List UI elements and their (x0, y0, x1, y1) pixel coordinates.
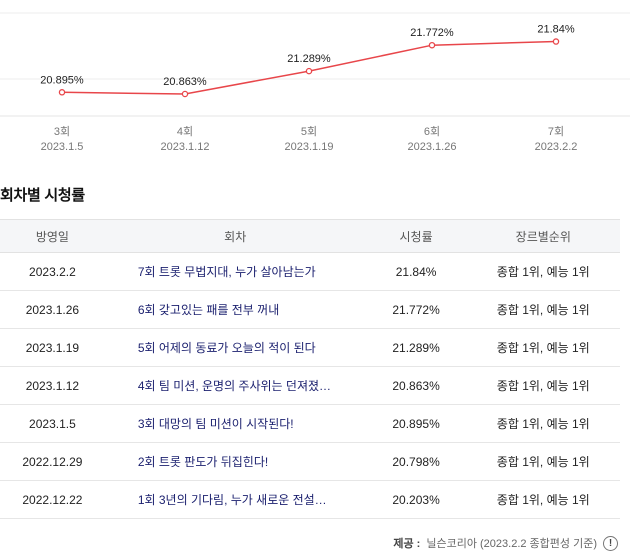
data-label: 21.84% (537, 24, 575, 36)
data-label: 20.895% (40, 74, 84, 86)
section-title: 회차별 시청률 (0, 187, 85, 204)
data-label: 21.289% (287, 53, 331, 65)
data-point[interactable] (58, 89, 66, 96)
row-episode-title-link[interactable]: 5회 어제의 동료가 오늘의 적이 된다 (137, 341, 316, 355)
x-tick-episode: 6회 (424, 125, 440, 138)
row-genre-rank: 종합 1위, 예능 1위 (466, 252, 620, 291)
info-icon[interactable]: ! (603, 535, 618, 551)
chart-svg: 20.895% 3회 2023.1.5 20.863% 4회 2023.1.12 21.28… (0, 12, 630, 153)
table-row: 2023.1.5 3회 대망의 팀 미션이 시작된다! 20.895% 종합 1위, … (0, 404, 620, 443)
row-rating: 21.84% (365, 252, 467, 291)
series-line (61, 40, 557, 95)
cell-title: 3회 대망의 팀 미션이 시작된다! (104, 404, 366, 443)
row-episode-title-link[interactable]: 2회 트롯 판도가 뒤집힌다! (137, 455, 269, 469)
row-date: 2023.1.26 (0, 290, 105, 329)
cell-title: 1회 3년의 기다림, 누가 새로운 전설… (104, 480, 366, 519)
x-tick-date: 2023.1.26 (408, 141, 457, 153)
table-row: 2022.12.22 1회 3년의 기다림, 누가 새로운 전설… 20.203% 종… (0, 480, 620, 519)
data-label: 21.772% (410, 27, 454, 39)
data-point[interactable] (552, 38, 560, 45)
row-genre-rank: 종합 1위, 예능 1위 (466, 290, 620, 329)
x-tick-episode: 5회 (301, 125, 317, 138)
data-label: 20.863% (163, 76, 207, 88)
row-episode-title-link[interactable]: 4회 팀 미션, 운명의 주사위는 던져졌… (137, 379, 332, 393)
row-genre-rank: 종합 1위, 예능 1위 (466, 404, 620, 443)
row-rating: 20.798% (365, 442, 467, 481)
x-tick-episode: 7회 (548, 125, 564, 138)
table-row: 2023.1.12 4회 팀 미션, 운명의 주사위는 던져졌… 20.863% 종합… (0, 366, 620, 405)
row-rating: 20.895% (365, 404, 467, 443)
cell-title: 7회 트롯 무법지대, 누가 살아남는가 (104, 252, 366, 291)
row-rating: 20.203% (365, 480, 467, 519)
data-point[interactable] (305, 67, 313, 75)
table-row: 2023.1.26 6회 갖고있는 패를 전부 꺼내 21.772% 종합 1위, 예… (0, 290, 620, 329)
row-genre-rank: 종합 1위, 예능 1위 (466, 480, 620, 519)
data-source-footer: 제공 : 닐슨코리아 (2023.2.2 종합편성 기준) ! (393, 535, 618, 551)
table-row: 2023.1.19 5회 어제의 동료가 오늘의 적이 된다 21.289% 종합 1… (0, 328, 620, 367)
row-date: 2022.12.29 (0, 442, 105, 481)
row-episode-title-link[interactable]: 6회 갖고있는 패를 전부 꺼내 (137, 303, 280, 317)
cell-title: 4회 팀 미션, 운명의 주사위는 던져졌… (104, 366, 366, 405)
header-date: 방영일 (0, 219, 105, 253)
row-rating: 21.289% (365, 328, 467, 367)
cell-title: 6회 갖고있는 패를 전부 꺼내 (104, 290, 366, 329)
data-point[interactable] (428, 41, 436, 49)
row-rating: 20.863% (365, 366, 467, 405)
row-genre-rank: 종합 1위, 예능 1위 (466, 366, 620, 405)
row-episode-title-link[interactable]: 3회 대망의 팀 미션이 시작된다! (137, 417, 294, 431)
row-rating: 21.772% (365, 290, 467, 329)
row-genre-rank: 종합 1위, 예능 1위 (466, 328, 620, 367)
x-tick-date: 2023.1.5 (41, 141, 84, 153)
row-date: 2023.2.2 (0, 252, 105, 291)
header-rating: 시청률 (365, 219, 467, 253)
row-date: 2023.1.12 (0, 366, 105, 405)
row-episode-title-link[interactable]: 1회 3년의 기다림, 누가 새로운 전설… (137, 493, 327, 507)
x-tick-date: 2023.1.12 (161, 141, 210, 153)
cell-title: 2회 트롯 판도가 뒤집힌다! (104, 442, 366, 481)
x-tick-episode: 4회 (177, 125, 193, 138)
table-header-row: 방영일 회차 시청률 장르별순위 (0, 219, 620, 253)
row-genre-rank: 종합 1위, 예능 1위 (466, 442, 620, 481)
ratings-line-chart: 20.895% 3회 2023.1.5 20.863% 4회 2023.1.12 21.28… (0, 0, 630, 160)
x-tick-date: 2023.1.19 (285, 141, 334, 153)
header-genre-rank: 장르별순위 (466, 219, 620, 253)
cell-title: 5회 어제의 동료가 오늘의 적이 된다 (104, 328, 366, 367)
row-date: 2023.1.5 (0, 404, 105, 443)
x-tick-episode: 3회 (54, 125, 70, 138)
table-row: 2023.2.2 7회 트롯 무법지대, 누가 살아남는가 21.84% 종합 1위,… (0, 252, 620, 291)
source-label: 제공 : (393, 538, 421, 550)
x-tick-date: 2023.2.2 (535, 141, 578, 153)
table-row: 2022.12.29 2회 트롯 판도가 뒤집힌다! 20.798% 종합 1위, 예… (0, 442, 620, 481)
row-date: 2023.1.19 (0, 328, 105, 367)
row-episode-title-link[interactable]: 7회 트롯 무법지대, 누가 살아남는가 (137, 265, 316, 279)
data-point[interactable] (181, 90, 189, 98)
episode-ratings-table: 방영일 회차 시청률 장르별순위 2023.2.2 7회 트롯 무법지대, 누가 … (0, 219, 620, 519)
header-episode: 회차 (104, 219, 366, 253)
source-text: 닐슨코리아 (2023.2.2 종합편성 기준) (426, 538, 597, 550)
row-date: 2022.12.22 (0, 480, 105, 519)
